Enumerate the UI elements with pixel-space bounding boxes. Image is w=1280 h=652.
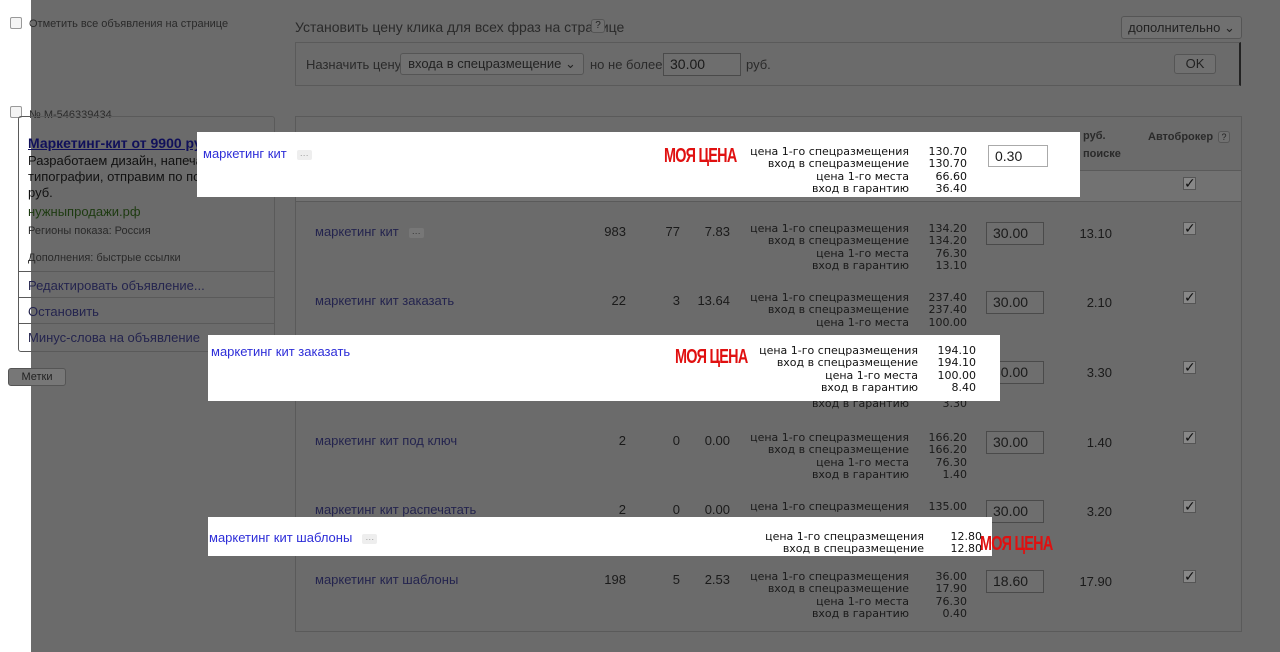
chevron-down-icon: ⌄: [1223, 20, 1235, 35]
phrase-link[interactable]: маркетинг кит заказать: [315, 293, 455, 308]
autobroker-all-checkbox[interactable]: ✓: [1183, 176, 1196, 192]
help-icon[interactable]: ?: [1218, 131, 1230, 143]
autobroker-checkbox[interactable]: ✓: [1183, 290, 1196, 306]
ad-card: [18, 116, 275, 352]
bids: цена 1-го спецразмещения 237.40 вход в спе…: [750, 291, 967, 329]
callout-bids: цена 1-го спецразмещения 12.80 вход в спе…: [765, 530, 982, 556]
clicks: 77: [665, 224, 680, 239]
ok-button[interactable]: OK: [1174, 54, 1216, 74]
ad-regions: Регионы показа: Россия: [28, 225, 151, 237]
tags-button[interactable]: Метки: [8, 368, 66, 386]
shows: 2: [618, 502, 626, 517]
shows: 198: [604, 572, 626, 587]
search-price: 2.10: [1086, 295, 1112, 310]
minus-words-link[interactable]: Минус-слова на объявление: [28, 330, 201, 345]
ad-checkbox[interactable]: [10, 106, 22, 118]
stop-ad-link[interactable]: Остановить: [28, 304, 99, 319]
ad-number: № M-546339434: [29, 109, 112, 121]
clicks: 3: [672, 293, 680, 308]
ad-extras: Дополнения: быстрые ссылки: [28, 252, 181, 264]
price-title: Установить цену клика для всех фраз на с…: [295, 19, 625, 35]
callout-price-input[interactable]: 0.30: [988, 145, 1048, 167]
shows: 2: [618, 433, 626, 448]
header-price2: поиске: [1083, 148, 1121, 160]
max-price-input[interactable]: 30.00: [663, 53, 741, 76]
callout-phrase[interactable]: маркетинг кит ···: [203, 146, 312, 161]
chevron-down-icon: ⌄: [564, 56, 576, 71]
set-price-label: Назначить цену: [306, 57, 402, 72]
ctr: 0.00: [704, 502, 730, 517]
phrase-link[interactable]: маркетинг кит распечатать: [315, 502, 477, 517]
more-label: дополнительно: [1128, 20, 1221, 35]
search-price: 1.40: [1086, 435, 1112, 450]
not-more-label: но не более: [590, 57, 663, 72]
phrase-link[interactable]: маркетинг кит под ключ: [315, 433, 458, 448]
ctr: 2.53: [704, 572, 730, 587]
more-icon: ···: [408, 228, 424, 238]
price-type-select[interactable]: входа в спецразмещение ⌄: [400, 53, 584, 75]
bids: цена 1-го спецразмещения 134.20 вход в спе…: [750, 222, 967, 272]
bids: цена 1-го спецразмещения 166.20 вход в спе…: [750, 431, 967, 481]
price-input[interactable]: 30.00: [986, 431, 1044, 454]
more-icon: ···: [362, 534, 378, 544]
price-input[interactable]: 18.60: [986, 570, 1044, 593]
header-price: руб.: [1083, 130, 1106, 142]
my-price-tag: МОЯ ЦЕНА: [664, 145, 737, 167]
search-price: 13.10: [1079, 226, 1112, 241]
bids: цена 1-го спецразмещения 36.00 вход в спец…: [750, 570, 967, 620]
more-icon: ···: [296, 150, 312, 160]
select-value: входа в спецразмещение: [408, 56, 562, 71]
price-input[interactable]: 30.00: [986, 291, 1044, 314]
ad-domain[interactable]: нужныпродажи.рф: [28, 204, 141, 219]
search-price: 3.30: [1086, 365, 1112, 380]
autobroker-checkbox[interactable]: ✓: [1183, 360, 1196, 376]
edit-ad-link[interactable]: Редактировать объявление...: [28, 278, 205, 293]
autobroker-checkbox[interactable]: ✓: [1183, 499, 1196, 515]
callout-phrase[interactable]: маркетинг кит шаблоны ···: [209, 530, 378, 545]
search-price: 17.90: [1079, 574, 1112, 589]
callout-phrase[interactable]: маркетинг кит заказать: [211, 344, 351, 359]
header-autobroker: Автоброкер: [1148, 131, 1214, 143]
price-input[interactable]: 30.00: [986, 500, 1044, 523]
currency-label: руб.: [746, 57, 771, 72]
callout-3: маркетинг кит шаблоны ··· цена 1-го спецр…: [208, 517, 992, 556]
callout-1: маркетинг кит ··· МОЯ ЦЕНА цена 1-го спец…: [197, 132, 1080, 197]
autobroker-checkbox[interactable]: ✓: [1183, 430, 1196, 446]
ad-text: Разработаем дизайн, напеча типографии, от…: [28, 153, 207, 200]
phrase-link[interactable]: маркетинг кит ···: [315, 224, 424, 239]
ctr: 13.64: [697, 293, 730, 308]
price-input[interactable]: 30.00: [986, 222, 1044, 245]
my-price-tag: МОЯ ЦЕНА: [675, 346, 748, 368]
my-price-tag: МОЯ ЦЕНА: [980, 533, 1053, 555]
clicks: 0: [672, 502, 680, 517]
phrase-link[interactable]: маркетинг кит шаблоны: [315, 572, 459, 587]
callout-2: маркетинг кит заказать МОЯ ЦЕНА цена 1-г…: [208, 335, 1000, 401]
select-all-label: Отметить все объявления на странице: [29, 18, 229, 30]
callout-bids: цена 1-го спецразмещения 130.70 вход в сп…: [750, 145, 967, 195]
set-price-panel: [295, 42, 1241, 86]
shows: 983: [604, 224, 626, 239]
clicks: 0: [672, 433, 680, 448]
clicks: 5: [672, 572, 680, 587]
bids: цена 1-го спецразмещения 135.00: [750, 500, 967, 513]
ctr: 0.00: [704, 433, 730, 448]
more-button[interactable]: дополнительно ⌄: [1121, 16, 1242, 39]
shows: 22: [611, 293, 626, 308]
autobroker-checkbox[interactable]: ✓: [1183, 569, 1196, 585]
callout-bids: цена 1-го спецразмещения 194.10 вход в сп…: [759, 344, 976, 394]
autobroker-checkbox[interactable]: ✓: [1183, 221, 1196, 237]
ctr: 7.83: [704, 224, 730, 239]
ad-title[interactable]: Маркетинг-кит от 9900 ру: [28, 135, 202, 151]
select-all-checkbox[interactable]: [10, 17, 22, 29]
search-price: 3.20: [1086, 504, 1112, 519]
help-icon[interactable]: ?: [591, 19, 605, 33]
